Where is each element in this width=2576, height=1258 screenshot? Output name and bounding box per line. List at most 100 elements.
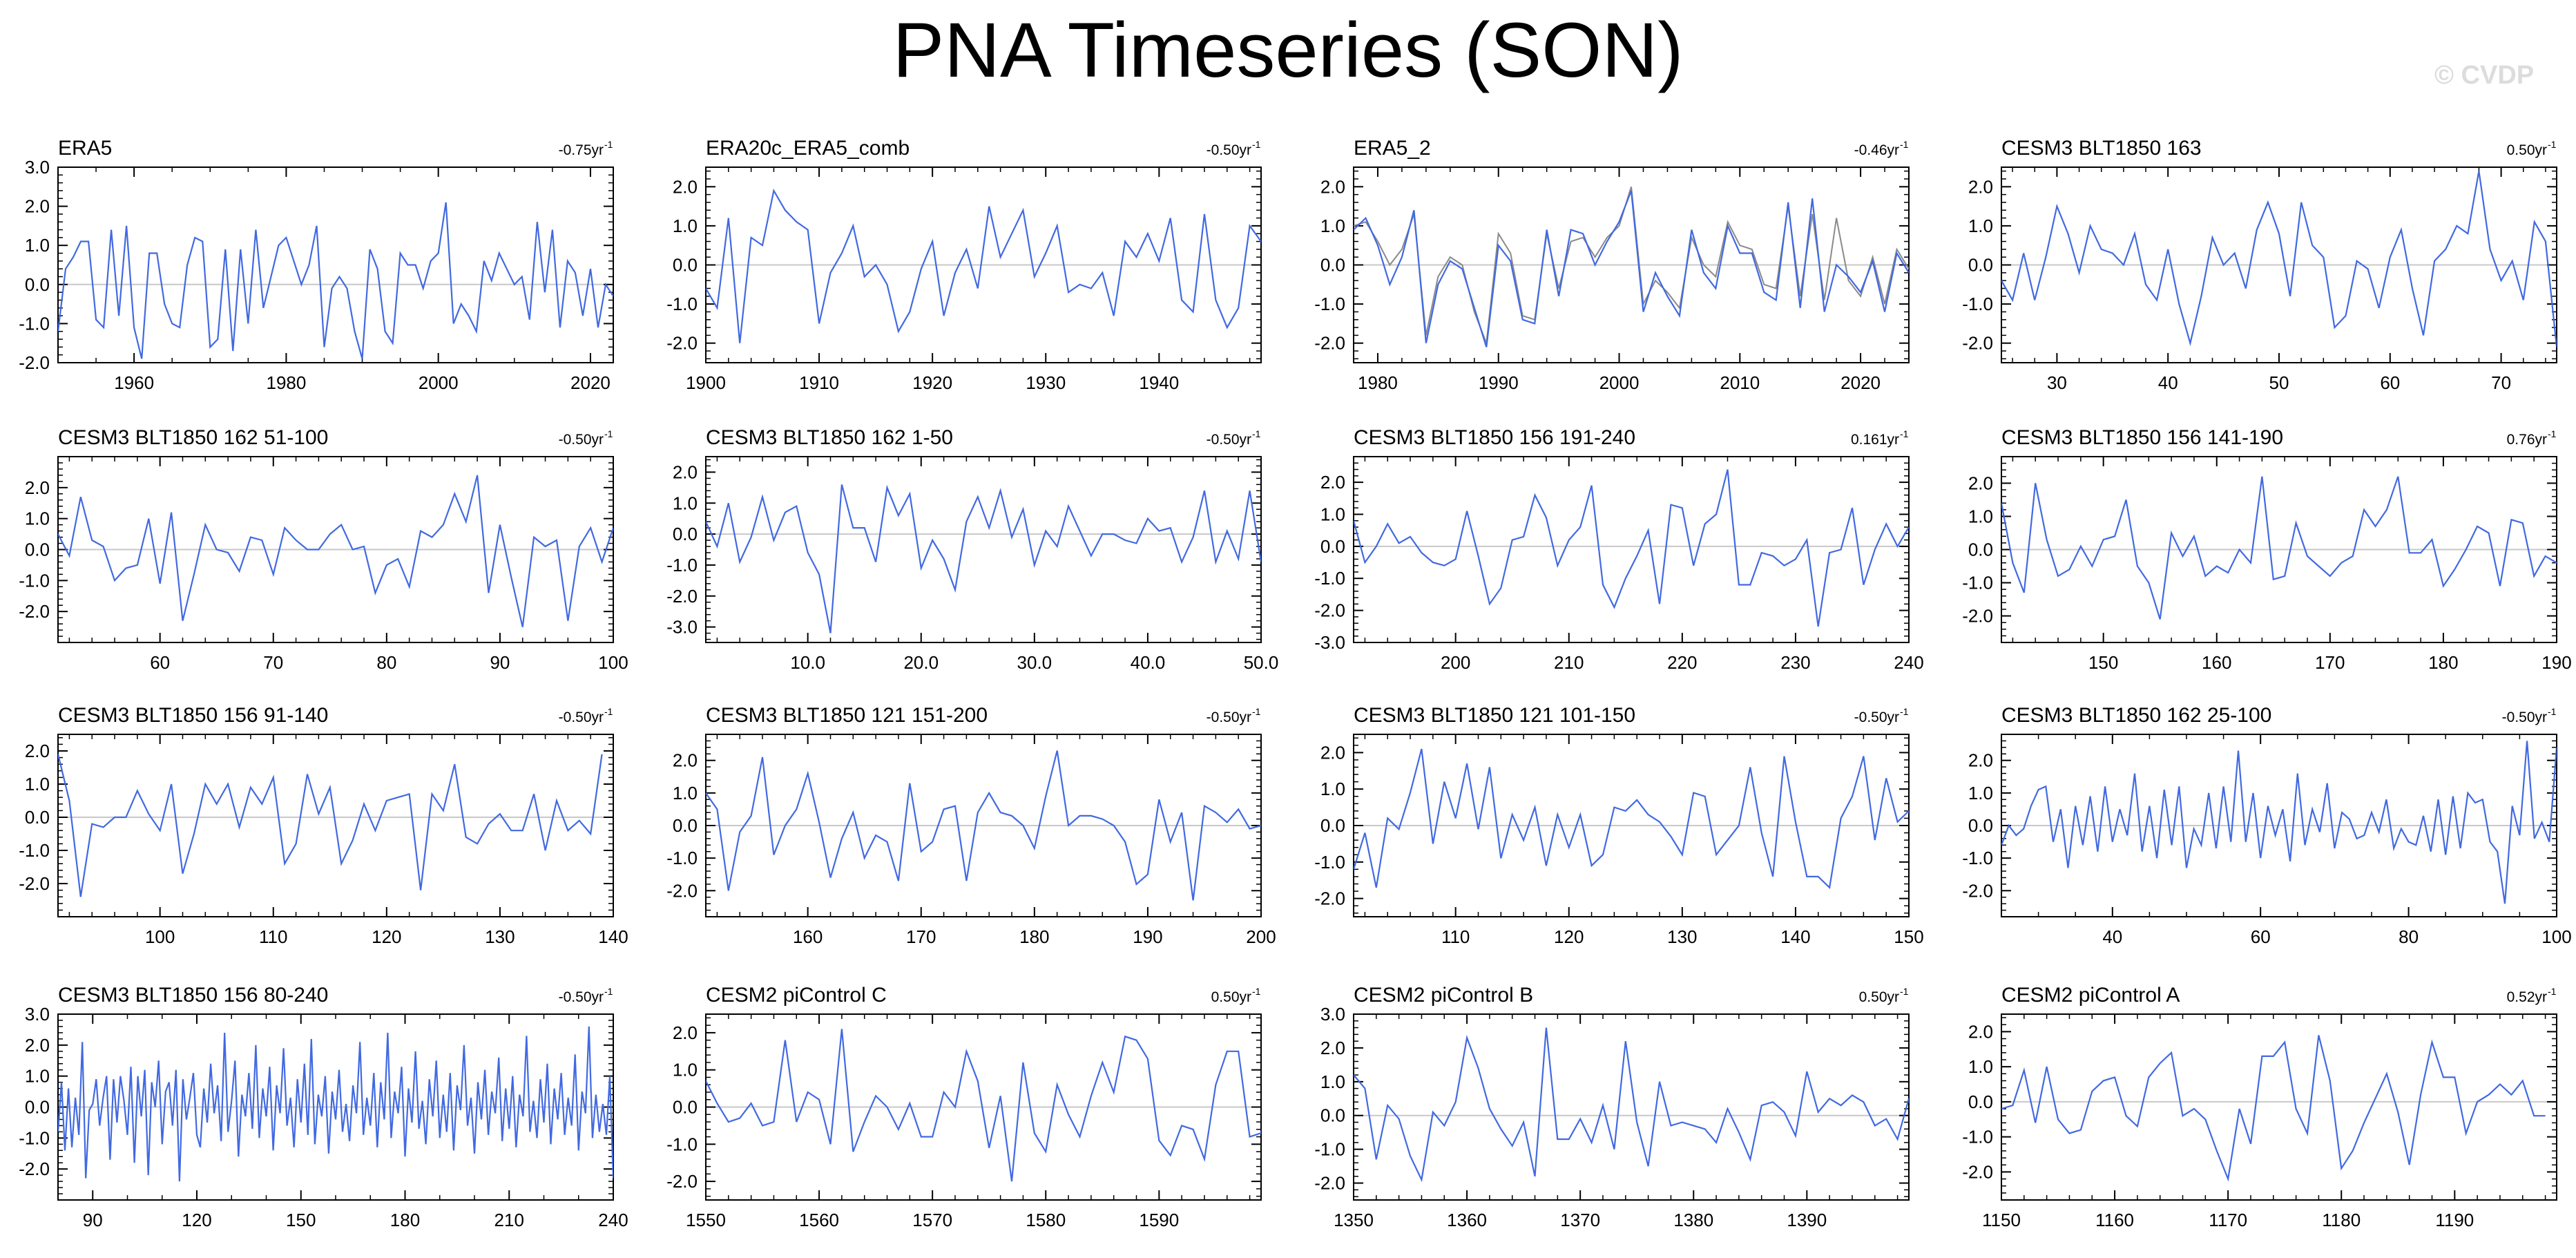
plot-frame — [57, 734, 614, 917]
x-tick-label: 1160 — [2095, 1210, 2134, 1230]
chart-panel-12: -2.0 -1.0 0.0 1.0 2.0 40 60 80 100 CESM3 BLT1850 … — [1962, 704, 2572, 947]
x-tick-label: 100 — [598, 652, 628, 673]
trend-label: -0.50yr — [559, 432, 604, 448]
y-tick-label: -1.0 — [1962, 573, 1993, 593]
y-tick-label: -3.0 — [1314, 632, 1345, 653]
panel-title: CESM3 BLT1850 163 — [2001, 137, 2202, 160]
chart-panel-8: -2.0 -1.0 0.0 1.0 2.0 150 160 170 180 190 CESM3 BL… — [1962, 426, 2572, 673]
y-tick-label: 1.0 — [25, 235, 50, 256]
y-tick-label: 1.0 — [1968, 216, 1993, 236]
chart-panel-3: -2.0 -1.0 0.0 1.0 2.0 1980 1990 2000 2010 2020 ERA… — [1314, 137, 1910, 393]
y-tick-label: 2.0 — [1320, 742, 1345, 763]
panel-title: CESM3 BLT1850 162 1-50 — [706, 426, 953, 449]
x-tick-label: 170 — [2315, 652, 2345, 673]
y-tick-label: 1.0 — [1320, 504, 1345, 524]
x-tick-label: 60 — [2251, 926, 2271, 947]
series-line — [2001, 741, 2557, 904]
x-tick-label: 70 — [263, 652, 283, 673]
x-tick-label: 230 — [1780, 652, 1810, 673]
y-tick-label: 0.0 — [1968, 255, 1993, 276]
y-tick-label: 0.0 — [1320, 536, 1345, 557]
x-tick-label: 1920 — [912, 372, 952, 393]
y-tick-label: 0.0 — [25, 274, 50, 295]
x-tick-label: 180 — [1019, 926, 1049, 947]
y-tick-label: 2.0 — [1968, 473, 1993, 493]
y-tick-label: -2.0 — [19, 352, 50, 373]
y-tick-label: -2.0 — [19, 873, 50, 894]
x-tick-label: 170 — [906, 926, 936, 947]
series-line — [1354, 190, 1909, 347]
y-tick-label: 1.0 — [1968, 1056, 1993, 1077]
trend-superscript: -1 — [604, 139, 613, 150]
chart-panel-15: -2.0 -1.0 0.0 1.0 2.0 3.0 1350 1360 1370 1380 1390… — [1314, 984, 1910, 1230]
x-tick-label: 1550 — [686, 1210, 726, 1230]
y-tick-label: 0.0 — [1968, 815, 1993, 836]
x-tick-label: 50 — [2269, 372, 2289, 393]
trend-superscript: -1 — [1900, 139, 1909, 150]
y-tick-label: 0.0 — [25, 1097, 50, 1118]
x-tick-label: 90 — [83, 1210, 103, 1230]
panel-title: CESM2 piControl B — [1354, 984, 1533, 1007]
x-tick-label: 2000 — [419, 372, 459, 393]
x-tick-label: 1150 — [1982, 1210, 2021, 1230]
y-tick-label: 1.0 — [25, 774, 50, 794]
page-title: PNA Timeseries (SON) — [892, 7, 1684, 93]
x-tick-label: 1590 — [1139, 1210, 1179, 1230]
x-tick-label: 1930 — [1026, 372, 1066, 393]
y-tick-label: 0.0 — [673, 815, 698, 836]
trend-label: -0.46yr — [1854, 142, 1899, 158]
x-tick-label: 50.0 — [1244, 652, 1279, 673]
trend-superscript: -1 — [1900, 706, 1909, 717]
y-tick-label: 1.0 — [1320, 779, 1345, 799]
y-tick-label: -2.0 — [1314, 1173, 1345, 1194]
y-tick-label: 2.0 — [25, 477, 50, 498]
panel-title: CESM3 BLT1850 156 91-140 — [58, 704, 328, 727]
series-line — [706, 188, 1261, 343]
y-tick-label: 2.0 — [1968, 750, 1993, 771]
x-tick-label: 1980 — [1358, 372, 1398, 393]
y-tick-label: 0.0 — [1968, 540, 1993, 560]
trend-superscript: -1 — [2548, 706, 2557, 717]
y-tick-label: 2.0 — [1968, 176, 1993, 197]
x-tick-label: 1580 — [1026, 1210, 1066, 1230]
chart-panel-16: -2.0 -1.0 0.0 1.0 2.0 1150 1160 1170 1180 1190 CES… — [1962, 984, 2557, 1230]
y-tick-label: -1.0 — [1314, 294, 1345, 314]
y-tick-label: -1.0 — [1314, 568, 1345, 589]
panel-title: ERA5 — [58, 137, 112, 160]
y-tick-label: -1.0 — [19, 840, 50, 861]
x-tick-label: 180 — [2428, 652, 2458, 673]
x-tick-label: 140 — [1780, 926, 1810, 947]
trend-superscript: -1 — [2548, 986, 2557, 997]
y-tick-label: 3.0 — [25, 157, 50, 178]
chart-panel-9: -2.0 -1.0 0.0 1.0 2.0 100 110 120 130 140 CESM3 BL… — [19, 704, 628, 947]
trend-superscript: -1 — [1900, 986, 1909, 997]
y-tick-label: -2.0 — [19, 601, 50, 622]
y-tick-label: -1.0 — [1962, 1127, 1993, 1147]
trend-label: 0.76yr — [2507, 432, 2547, 448]
plot-frame — [2001, 1013, 2557, 1201]
x-tick-label: 210 — [1554, 652, 1584, 673]
chart-panel-1: -2.0 -1.0 0.0 1.0 2.0 3.0 1960 1980 2000 2020 ERA5… — [19, 137, 614, 393]
chart-panel-10: -2.0 -1.0 0.0 1.0 2.0 160 170 180 190 200 CESM3 BL… — [666, 704, 1276, 947]
x-tick-label: 1980 — [266, 372, 306, 393]
x-tick-label: 120 — [372, 926, 401, 947]
y-tick-label: -2.0 — [1962, 606, 1993, 627]
trend-superscript: -1 — [1252, 428, 1261, 439]
y-tick-label: 1.0 — [25, 1066, 50, 1087]
x-tick-label: 1390 — [1787, 1210, 1827, 1230]
x-tick-label: 160 — [2202, 652, 2231, 673]
y-tick-label: -1.0 — [19, 313, 50, 334]
x-tick-label: 1190 — [2435, 1210, 2474, 1230]
chart-panel-6: -3.0 -2.0 -1.0 0.0 1.0 2.0 10.0 20.0 30.0 40.0 50.… — [666, 426, 1278, 673]
x-tick-label: 1570 — [912, 1210, 952, 1230]
x-tick-label: 150 — [1894, 926, 1923, 947]
y-tick-label: 2.0 — [25, 741, 50, 761]
chart-panel-5: -2.0 -1.0 0.0 1.0 2.0 60 70 80 90 100 CESM3 BLT185… — [19, 426, 628, 673]
panel-title: CESM2 piControl A — [2001, 984, 2180, 1007]
x-tick-label: 150 — [2088, 652, 2118, 673]
y-tick-label: 3.0 — [1320, 1004, 1345, 1024]
series-line — [58, 1026, 613, 1182]
trend-superscript: -1 — [1252, 139, 1261, 150]
y-tick-label: 1.0 — [673, 1060, 698, 1080]
trend-superscript: -1 — [1252, 706, 1261, 717]
